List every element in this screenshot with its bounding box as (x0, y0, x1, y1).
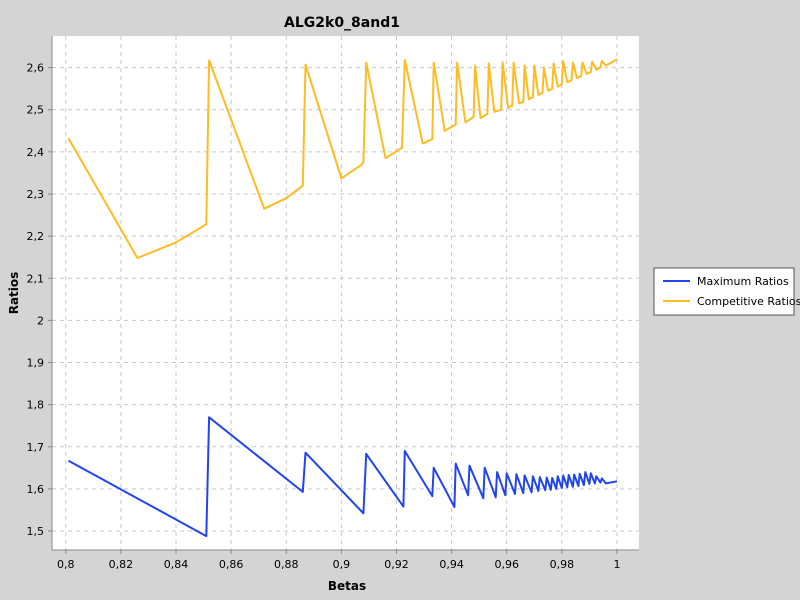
x-tick-label: 0,82 (109, 558, 134, 571)
legend-box (653, 267, 795, 316)
x-tick-label: 0,94 (439, 558, 464, 571)
x-tick-label: 1 (613, 558, 620, 571)
y-tick-label: 1,7 (27, 441, 45, 454)
x-tick-label: 0,86 (219, 558, 244, 571)
series-line-maximum-ratios (68, 416, 618, 538)
y-tick-label: 1,6 (27, 483, 45, 496)
x-tick-label: 0,92 (384, 558, 409, 571)
x-tick-label: 0,8 (57, 558, 75, 571)
series-line-competitive-ratios (67, 58, 618, 259)
x-tick-label: 0,9 (333, 558, 351, 571)
series-layer (67, 58, 618, 538)
y-tick-label: 2,3 (27, 188, 45, 201)
x-tick-label: 0,98 (550, 558, 575, 571)
chart-title: ALG2k0_8and1 (284, 15, 400, 31)
y-axis-ticks: 1,5 1,6 1,7 1,8 1,9 2 2,1 2,2 2,3 2,4 2,5 2,6 (27, 62, 52, 538)
y-tick-label: 1,5 (27, 525, 45, 538)
x-tick-label: 0,88 (274, 558, 299, 571)
x-tick-label: 0,84 (164, 558, 189, 571)
x-axis-label: Betas (328, 579, 366, 593)
x-tick-label: 0,96 (494, 558, 519, 571)
y-tick-label: 2,6 (27, 62, 45, 75)
y-tick-label: 2 (37, 314, 44, 327)
y-tick-label: 2,2 (27, 230, 45, 243)
y-tick-label: 2,4 (27, 146, 45, 159)
y-tick-label: 2,1 (27, 272, 45, 285)
legend-entry-maximum-ratios: Maximum Ratios (697, 275, 789, 288)
legend: Maximum Ratios Competitive Ratios (653, 267, 800, 316)
grid (52, 36, 639, 550)
x-axis-ticks: 0,8 0,82 0,84 0,86 0,88 0,9 0,92 0,94 0,96 0,98 1 (57, 550, 620, 571)
y-tick-label: 1,9 (27, 357, 45, 370)
axes (51, 36, 639, 551)
y-tick-label: 2,5 (27, 104, 45, 117)
y-axis-label: Ratios (7, 272, 21, 315)
y-tick-label: 1,8 (27, 399, 45, 412)
legend-entry-competitive-ratios: Competitive Ratios (697, 295, 800, 308)
plot-area (52, 36, 639, 550)
